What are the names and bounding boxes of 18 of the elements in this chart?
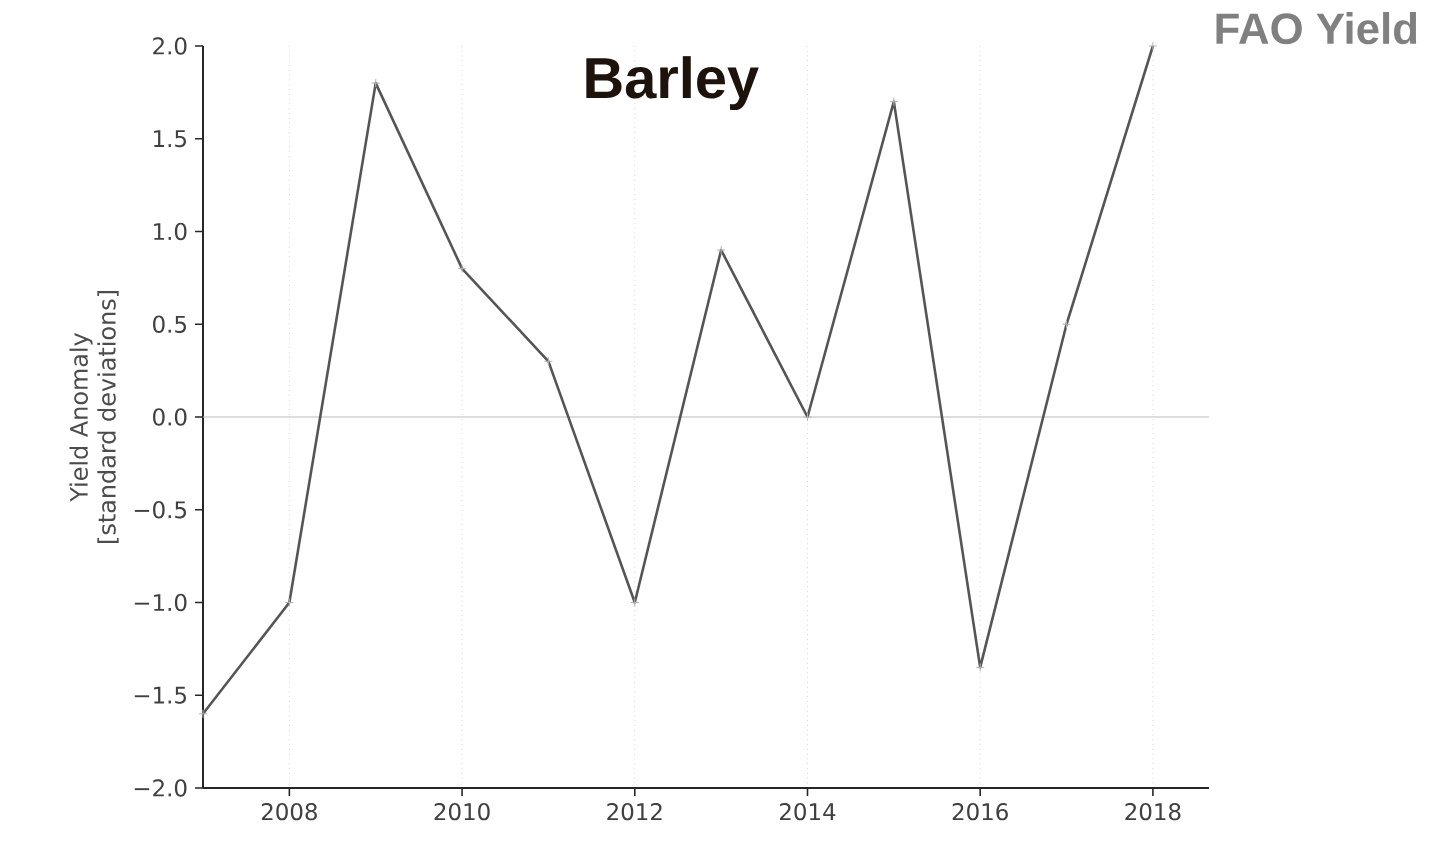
x-tick-label: 2008 (261, 803, 317, 821)
y-tick-label: 1.0 (154, 222, 187, 241)
x-tick-label: 2016 (952, 803, 1008, 821)
y-axis-title: Yield Anomaly [standard deviations] (69, 291, 119, 543)
y-tick-label: 1.5 (154, 130, 186, 148)
x-tick-label: 2010 (434, 803, 490, 821)
y-tick-label: 0.0 (153, 408, 187, 426)
chart-title: Barley (586, 56, 759, 111)
x-tick-label: 2012 (607, 803, 662, 821)
y-tick-label: −1.0 (134, 593, 187, 612)
text: FAO Yield (1216, 12, 1417, 45)
y-tick-label: 0.5 (153, 315, 186, 333)
y-tick-label: −0.5 (134, 501, 186, 519)
x-tick-label: 2014 (780, 803, 836, 821)
y-tick-label: 2.0 (153, 37, 187, 55)
x-tick-label: 2018 (1125, 803, 1181, 821)
y-tick-label: −2.0 (134, 779, 187, 797)
y-tick-label: −1.5 (134, 686, 186, 704)
